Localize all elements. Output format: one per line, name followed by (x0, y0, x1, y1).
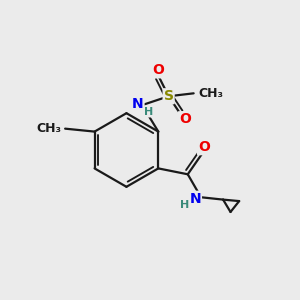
Text: CH₃: CH₃ (37, 122, 62, 135)
Text: N: N (189, 192, 201, 206)
Text: S: S (164, 89, 174, 103)
Text: N: N (132, 97, 143, 111)
Text: H: H (180, 200, 189, 210)
Text: H: H (144, 106, 153, 117)
Text: O: O (179, 112, 191, 126)
Text: CH₃: CH₃ (198, 87, 223, 100)
Text: O: O (198, 140, 210, 154)
Text: O: O (152, 63, 164, 77)
